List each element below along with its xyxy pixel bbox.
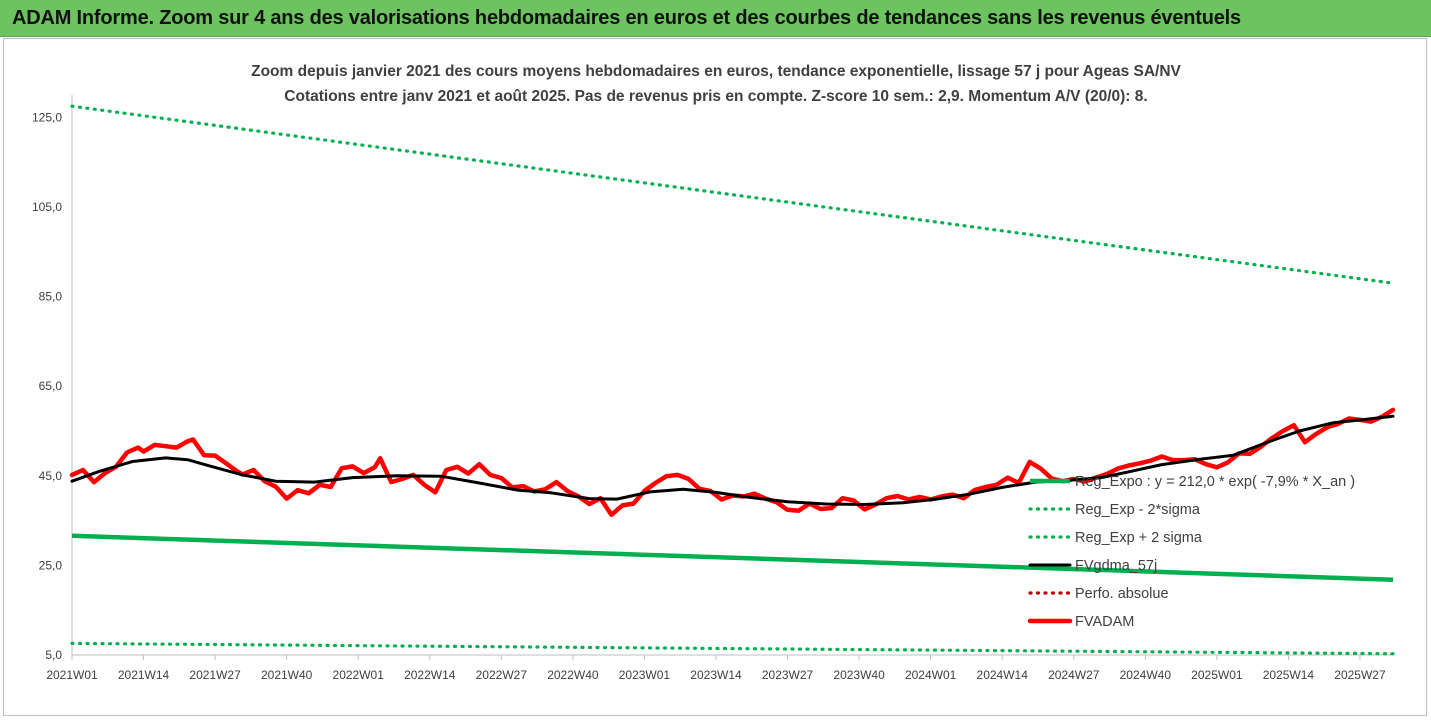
x-tick-label: 2025W01 (1191, 668, 1243, 682)
y-tick-label: 5,0 (45, 648, 62, 662)
legend: Reg_Expo : y = 212,0 * exp( -7,9% * X_an… (1027, 474, 1355, 630)
chart-title-line1: Zoom depuis janvier 2021 des cours moyen… (251, 63, 1181, 80)
x-tick-label: 2023W27 (762, 668, 814, 682)
series-line-fvadam (69, 407, 1396, 518)
x-tick-label: 2024W01 (905, 668, 957, 682)
series-line-reg-exp-2-sigma (70, 104, 1395, 285)
x-tick-label: 2024W14 (977, 668, 1029, 682)
legend-label: Reg_Expo : y = 212,0 * exp( -7,9% * X_an… (1075, 474, 1355, 490)
chart-title-line2: Cotations entre janv 2021 et août 2025. … (284, 88, 1147, 105)
report-banner: ADAM Informe. Zoom sur 4 ans des valoris… (0, 0, 1431, 37)
x-tick-label: 2023W14 (690, 668, 742, 682)
series-line-fvgdma-57j (70, 414, 1395, 506)
x-tick-label: 2022W27 (476, 668, 528, 682)
x-tick-label: 2022W01 (333, 668, 385, 682)
y-tick-labels: 5,0 25,0 45,0 65,0 85,0 105,0 125,0 (32, 110, 62, 662)
x-tick-label: 2021W40 (261, 668, 313, 682)
legend-label: FVgdma_57j (1075, 558, 1157, 574)
legend-label: FVADAM (1075, 614, 1134, 630)
y-tick-label: 125,0 (32, 110, 62, 124)
x-tick-label: 2025W27 (1334, 668, 1386, 682)
legend-label: Perfo. absolue (1075, 586, 1169, 602)
x-tick-label: 2024W40 (1120, 668, 1172, 682)
x-tick-label: 2021W27 (189, 668, 241, 682)
y-tick-label: 65,0 (39, 379, 63, 393)
legend-label: Reg_Exp - 2*sigma (1075, 502, 1201, 518)
y-tick-label: 45,0 (39, 469, 63, 483)
x-tick-labels: 2021W01 2021W14 2021W27 2021W40 2022W01 2022W… (46, 655, 1386, 682)
y-tick-label: 105,0 (32, 200, 62, 214)
y-tick-label: 85,0 (39, 290, 63, 304)
x-tick-label: 2023W40 (833, 668, 885, 682)
x-tick-label: 2021W01 (46, 668, 98, 682)
x-tick-label: 2025W14 (1263, 668, 1315, 682)
x-tick-label: 2024W27 (1048, 668, 1100, 682)
series-line-reg-exp-2-sigma (70, 641, 1395, 656)
series-line-reg-expo-y-212-0-exp-7-9-x-an (71, 533, 1394, 582)
x-tick-label: 2023W01 (619, 668, 671, 682)
legend-label: Reg_Exp + 2 sigma (1075, 530, 1203, 546)
chart-frame (3, 38, 1427, 716)
x-tick-label: 2022W40 (547, 668, 599, 682)
banner-title: ADAM Informe. Zoom sur 4 ans des valoris… (12, 6, 1241, 29)
x-tick-label: 2022W14 (404, 668, 456, 682)
y-tick-label: 25,0 (39, 558, 63, 572)
x-tick-label: 2021W14 (118, 668, 170, 682)
series-layer (69, 104, 1396, 656)
